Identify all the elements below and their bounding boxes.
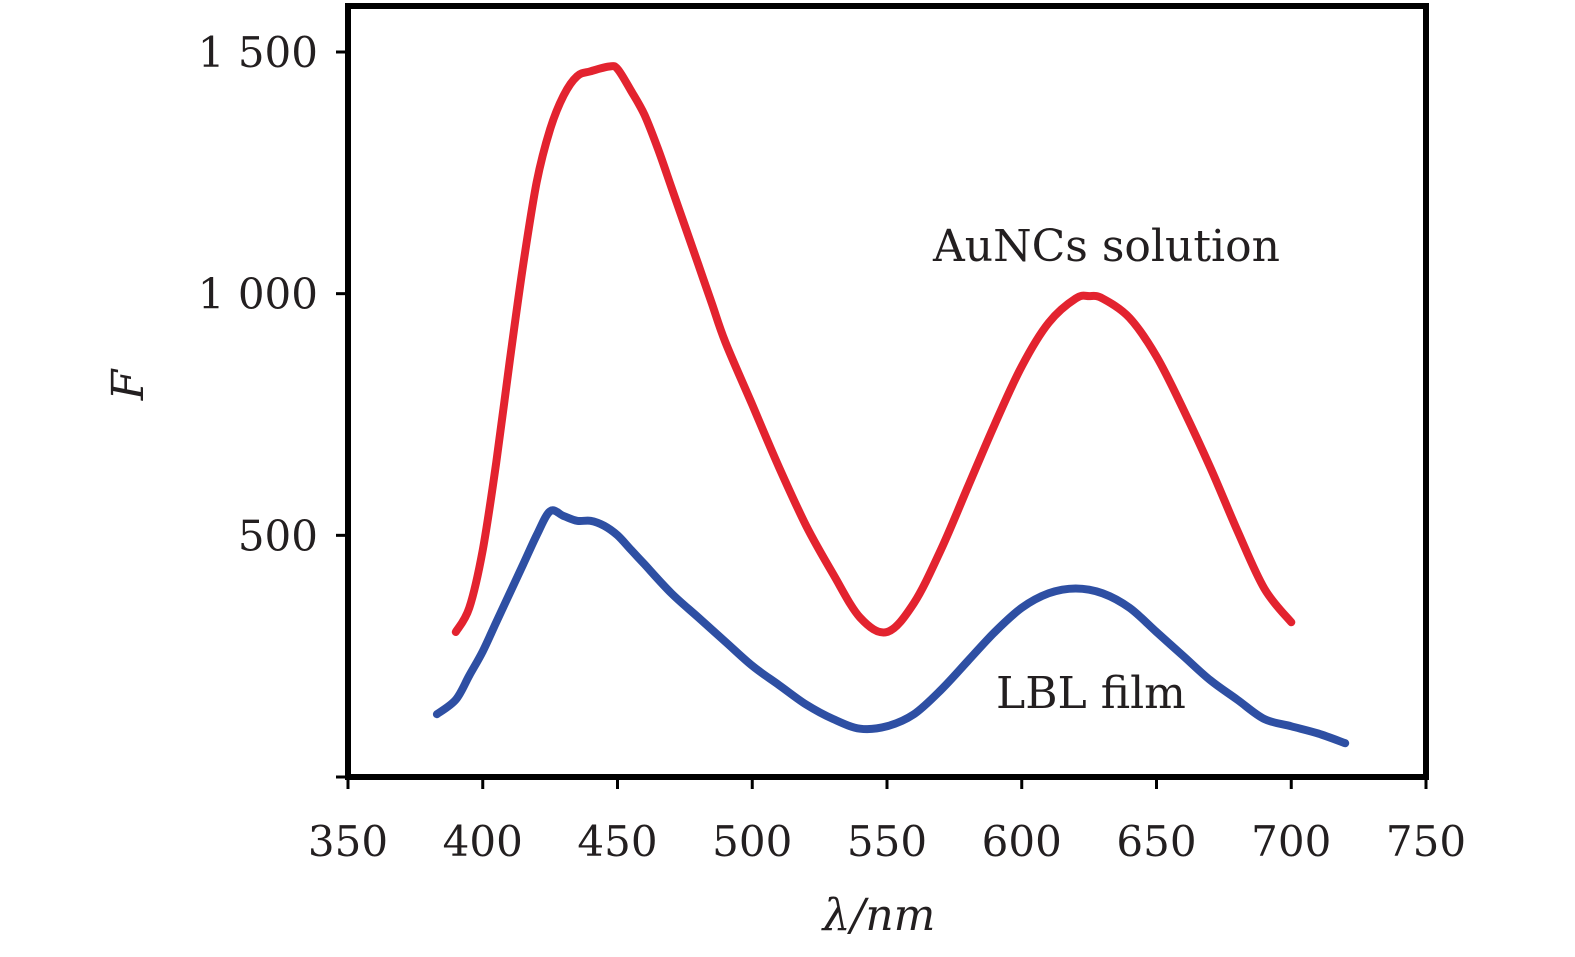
annotation-aunc-solution: AuNCs solution — [932, 221, 1280, 272]
series-line-aunc-solution — [451, 62, 1296, 637]
y-axis-title: F — [103, 368, 154, 401]
x-tick-label: 700 — [1251, 817, 1331, 866]
x-tick-label: 750 — [1386, 817, 1466, 866]
x-tick-label: 450 — [577, 817, 657, 866]
x-tick-label: 400 — [443, 817, 523, 866]
y-tick-label: 1 000 — [198, 270, 318, 319]
x-tick-label: 500 — [712, 817, 792, 866]
x-tick-label: 550 — [847, 817, 927, 866]
annotation-lbl-film: LBL film — [996, 668, 1186, 719]
x-tick-label: 350 — [308, 817, 388, 866]
y-tick-label: 500 — [238, 511, 318, 560]
x-tick-label: 650 — [1116, 817, 1196, 866]
y-axis-ticks: 500 1 000 1 500 — [198, 28, 348, 779]
series-group — [432, 62, 1350, 748]
x-axis-title: λ/nm — [821, 890, 936, 941]
x-axis-ticks: 350 400 450 500 550 600 650 700 750 — [308, 777, 1466, 866]
y-tick-label: 1 500 — [198, 28, 318, 77]
series-line-lbl-film — [432, 506, 1350, 748]
x-tick-label: 600 — [982, 817, 1062, 866]
